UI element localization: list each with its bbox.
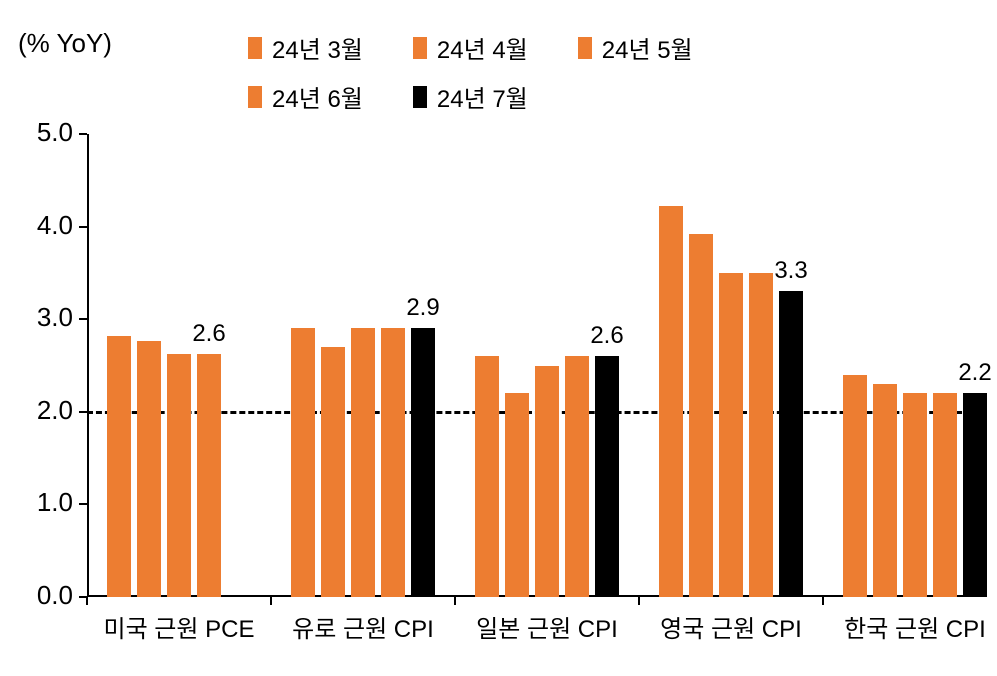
y-axis <box>87 134 89 597</box>
bar <box>167 354 191 597</box>
xtick-mark <box>270 597 272 605</box>
xtick-label: 영국 근원 CPI <box>641 609 821 644</box>
data-label: 2.6 <box>185 320 233 348</box>
legend-label: 24년 3월 <box>272 30 363 65</box>
bar <box>535 366 559 598</box>
bar <box>933 393 957 597</box>
legend-item: 24년 3월 <box>248 30 363 65</box>
bar <box>749 273 773 597</box>
ytick-mark <box>79 503 87 505</box>
ytick-label: 5.0 <box>13 117 73 148</box>
legend-swatch <box>413 86 427 108</box>
bar <box>565 356 589 597</box>
bar <box>475 356 499 597</box>
legend-item: 24년 7월 <box>413 79 528 114</box>
legend-item: 24년 6월 <box>248 79 363 114</box>
xtick-label: 한국 근원 CPI <box>825 609 997 644</box>
ytick-label: 0.0 <box>13 580 73 611</box>
bar <box>411 328 435 597</box>
data-label: 3.3 <box>767 257 815 285</box>
ytick-mark <box>79 411 87 413</box>
bar <box>779 291 803 597</box>
yaxis-label: (% YoY) <box>18 28 112 59</box>
bar <box>137 341 161 597</box>
data-label: 2.9 <box>399 294 447 322</box>
ytick-mark <box>79 318 87 320</box>
bar <box>689 234 713 597</box>
bar <box>843 375 867 597</box>
bar <box>291 328 315 597</box>
ytick-mark <box>79 133 87 135</box>
bar <box>903 393 927 597</box>
chart-container: (% YoY) 24년 3월 24년 4월 24년 5월 24년 6월 24년 7월 0… <box>0 0 997 676</box>
ytick-label: 3.0 <box>13 302 73 333</box>
ytick-label: 1.0 <box>13 487 73 518</box>
legend-item: 24년 4월 <box>413 30 528 65</box>
legend-swatch <box>578 37 592 59</box>
legend: 24년 3월 24년 4월 24년 5월 24년 6월 24년 7월 <box>248 30 768 114</box>
legend-item: 24년 5월 <box>578 30 693 65</box>
xtick-label: 일본 근원 CPI <box>457 609 637 644</box>
legend-swatch <box>248 37 262 59</box>
data-label: 2.6 <box>583 322 631 350</box>
legend-label: 24년 6월 <box>272 79 363 114</box>
bar <box>381 328 405 597</box>
data-label: 2.2 <box>951 359 997 387</box>
ytick-label: 2.0 <box>13 395 73 426</box>
bar <box>873 384 897 597</box>
bar <box>963 393 987 597</box>
plot-area: 0.01.02.03.04.05.0미국 근원 PCE2.6유로 근원 CPI2… <box>87 134 971 597</box>
bar <box>659 206 683 597</box>
xtick-mark <box>454 597 456 605</box>
legend-label: 24년 4월 <box>437 30 528 65</box>
xtick-mark <box>638 597 640 605</box>
xtick-label: 미국 근원 PCE <box>89 609 269 644</box>
bar <box>595 356 619 597</box>
xtick-mark <box>86 597 88 605</box>
bar <box>351 328 375 597</box>
bar <box>197 354 221 597</box>
bar <box>719 273 743 597</box>
legend-label: 24년 5월 <box>602 30 693 65</box>
bar <box>505 393 529 597</box>
legend-swatch <box>248 86 262 108</box>
xtick-label: 유로 근원 CPI <box>273 609 453 644</box>
bar <box>107 336 131 597</box>
legend-label: 24년 7월 <box>437 79 528 114</box>
ytick-mark <box>79 226 87 228</box>
legend-swatch <box>413 37 427 59</box>
bar <box>321 347 345 597</box>
xtick-mark <box>822 597 824 605</box>
ytick-label: 4.0 <box>13 210 73 241</box>
